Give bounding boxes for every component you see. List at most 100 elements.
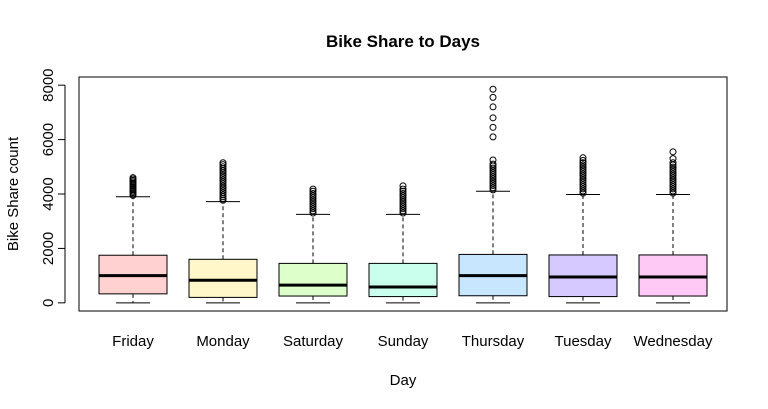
outlier-point (669, 163, 677, 171)
x-axis-label: Day (390, 372, 417, 389)
outlier-point (489, 156, 497, 164)
outlier-point (219, 186, 227, 194)
y-tick-label: 0 (40, 299, 57, 307)
outlier-point (219, 191, 227, 199)
outlier-point (309, 192, 317, 200)
outlier-point (669, 159, 677, 167)
outlier-point (489, 164, 497, 172)
outlier-point (489, 85, 497, 93)
outlier-point (669, 183, 677, 191)
outlier-point (309, 194, 317, 202)
box-tuesday (548, 154, 618, 304)
outlier-point (489, 177, 497, 185)
y-tick-label: 4000 (40, 177, 57, 210)
outlier-point (219, 176, 227, 184)
outlier-point (489, 186, 497, 194)
outlier-point (309, 198, 317, 206)
outlier-point (669, 185, 677, 193)
outlier-point (489, 184, 497, 192)
outlier-point (489, 169, 497, 177)
outlier-point (219, 184, 227, 192)
x-tick-label: Friday (112, 333, 154, 350)
outlier-point (489, 114, 497, 122)
outlier-point (489, 182, 497, 190)
outlier-point (309, 200, 317, 208)
y-tick-label: 2000 (40, 232, 57, 265)
outlier-point (219, 182, 227, 190)
outlier-point (489, 103, 497, 111)
outlier-point (669, 189, 677, 197)
x-tick-label: Monday (196, 333, 250, 350)
y-tick-label: 8000 (40, 68, 57, 101)
outlier-point (399, 187, 407, 195)
outlier-point (399, 200, 407, 208)
outlier-point (579, 174, 587, 182)
box-sunday (368, 182, 438, 304)
outlier-point (309, 205, 317, 213)
outlier-point (579, 172, 587, 180)
outlier-point (219, 159, 227, 167)
box-thursday (458, 85, 528, 304)
outlier-point (489, 123, 497, 131)
outlier-point (309, 187, 317, 195)
outlier-point (309, 203, 317, 211)
chart-title: Bike Share to Days (326, 32, 480, 51)
outlier-point (579, 154, 587, 162)
y-axis: 0 2000 4000 6000 8000 (40, 68, 66, 307)
outlier-point (399, 198, 407, 206)
outlier-point (309, 189, 317, 197)
outlier-point (219, 189, 227, 197)
outlier-point (399, 189, 407, 197)
outlier-point (219, 163, 227, 171)
outlier-point (399, 203, 407, 211)
outlier-point (129, 174, 137, 182)
outlier-point (579, 187, 587, 195)
iqr-box (188, 258, 258, 298)
outlier-point (579, 170, 587, 178)
outlier-point (579, 183, 587, 191)
x-tick-label: Thursday (462, 333, 525, 350)
outlier-point (399, 192, 407, 200)
x-tick-label: Sunday (378, 333, 429, 350)
outlier-point (579, 189, 587, 197)
outlier-point (489, 171, 497, 179)
outlier-point (489, 93, 497, 101)
outlier-point (399, 182, 407, 190)
outlier-point (309, 196, 317, 204)
box-monday (188, 159, 258, 304)
outlier-point (669, 172, 677, 180)
outlier-point (309, 185, 317, 193)
outlier-point (579, 163, 587, 171)
outlier-point (669, 148, 677, 156)
outlier-point (669, 178, 677, 186)
outlier-point (669, 167, 677, 175)
box-friday (98, 174, 168, 304)
outlier-point (399, 205, 407, 213)
y-axis-label: Bike Share count (5, 136, 22, 251)
outlier-point (669, 174, 677, 182)
box-wednesday (638, 148, 708, 304)
outlier-point (489, 175, 497, 183)
boxes-group (98, 85, 708, 304)
x-tick-label: Tuesday (555, 333, 612, 350)
outlier-point (669, 165, 677, 173)
outlier-point (219, 171, 227, 179)
iqr-box (368, 262, 438, 298)
outlier-point (219, 178, 227, 186)
outlier-point (489, 160, 497, 168)
outlier-point (579, 176, 587, 184)
outlier-point (399, 207, 407, 215)
outlier-point (669, 176, 677, 184)
outlier-point (309, 209, 317, 217)
x-axis: Friday Monday Saturday Sunday Thursday Tuesda… (112, 333, 713, 350)
outlier-point (399, 185, 407, 193)
x-tick-label: Saturday (283, 333, 344, 350)
outlier-point (579, 180, 587, 188)
outlier-point (489, 173, 497, 181)
outlier-point (399, 194, 407, 202)
plot-frame (78, 76, 728, 312)
outlier-point (309, 207, 317, 215)
outlier-point (579, 167, 587, 175)
outlier-point (669, 187, 677, 195)
